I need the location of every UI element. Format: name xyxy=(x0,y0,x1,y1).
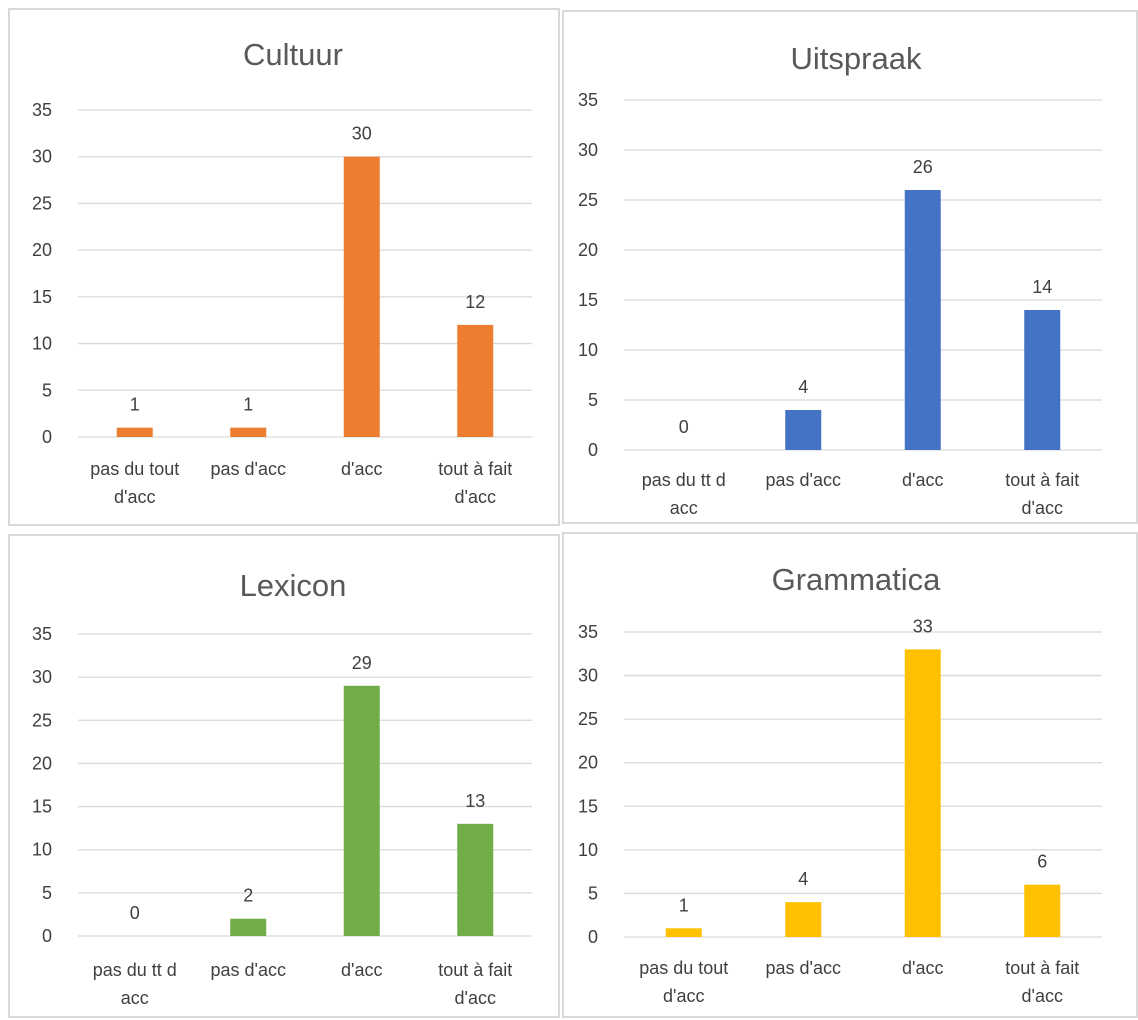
bar xyxy=(785,902,822,937)
y-tick-label: 25 xyxy=(578,190,598,210)
x-category-label: d'acc xyxy=(341,459,382,479)
x-category-label: d'acc xyxy=(902,958,943,978)
x-category-label: d'acc xyxy=(902,470,943,490)
bar xyxy=(904,649,941,937)
y-tick-label: 0 xyxy=(42,926,52,946)
data-label: 6 xyxy=(1037,852,1047,872)
y-tick-label: 20 xyxy=(32,240,52,260)
y-tick-label: 0 xyxy=(588,440,598,460)
chart-lexicon: Lexicon 0 5 10 15 20 25 30 35 0 pas du tt d acc 2 pas… xyxy=(32,568,532,1008)
data-label: 1 xyxy=(679,895,689,915)
y-tick-label: 10 xyxy=(578,840,598,860)
y-tick-label: 15 xyxy=(578,796,598,816)
chart-title: Grammatica xyxy=(772,562,942,597)
x-category-label: acc xyxy=(670,498,698,518)
chart-grammatica: Grammatica 0 5 10 15 20 25 30 35 1 pas du tout d'ac… xyxy=(578,562,1102,1006)
data-label: 4 xyxy=(798,869,808,889)
y-tick-label: 25 xyxy=(32,193,52,213)
y-tick-label: 5 xyxy=(588,390,598,410)
x-category-label: d'acc xyxy=(1022,986,1063,1006)
y-tick-label: 20 xyxy=(578,753,598,773)
y-tick-label: 30 xyxy=(32,667,52,687)
x-category-label: pas d'acc xyxy=(211,960,286,980)
x-category-label: pas du tt d xyxy=(93,960,177,980)
bar xyxy=(457,324,494,437)
bar xyxy=(665,928,702,937)
x-category-label: d'acc xyxy=(341,960,382,980)
y-tick-label: 25 xyxy=(578,709,598,729)
y-tick-label: 10 xyxy=(32,334,52,354)
chart-title: Cultuur xyxy=(243,37,343,72)
data-label: 0 xyxy=(130,903,140,923)
y-tick-label: 15 xyxy=(32,797,52,817)
chart-panel-uitspraak: Uitspraak 0 5 10 15 20 25 30 35 0 pas du tt d acc 4 p… xyxy=(562,10,1138,524)
data-label: 0 xyxy=(679,417,689,437)
x-category-label: pas d'acc xyxy=(211,459,286,479)
x-category-label: tout à fait xyxy=(438,459,512,479)
x-category-label: acc xyxy=(121,988,149,1008)
data-label: 14 xyxy=(1032,277,1052,297)
y-tick-label: 25 xyxy=(32,710,52,730)
bar xyxy=(904,190,941,450)
y-tick-label: 15 xyxy=(32,287,52,307)
chart-uitspraak: Uitspraak 0 5 10 15 20 25 30 35 0 pas du tt d acc 4 p… xyxy=(578,41,1102,518)
bar xyxy=(343,156,380,437)
data-label: 12 xyxy=(465,292,485,312)
chart-panel-grammatica: Grammatica 0 5 10 15 20 25 30 35 1 pas du tout d'ac… xyxy=(562,532,1138,1018)
bar xyxy=(230,918,267,936)
bar xyxy=(230,427,267,437)
data-label: 33 xyxy=(913,616,933,636)
chart-panel-cultuur: Cultuur 0 5 10 15 20 25 30 35 1 pas du tout d'acc 1 p… xyxy=(8,8,560,526)
data-label: 13 xyxy=(465,791,485,811)
x-category-label: d'acc xyxy=(114,487,155,507)
chart-title: Lexicon xyxy=(240,568,347,603)
y-tick-label: 35 xyxy=(578,90,598,110)
bar xyxy=(457,823,494,936)
data-label: 29 xyxy=(352,653,372,673)
x-category-label: pas du tt d xyxy=(642,470,726,490)
y-tick-label: 5 xyxy=(42,883,52,903)
y-tick-label: 30 xyxy=(578,140,598,160)
x-category-label: d'acc xyxy=(1022,498,1063,518)
x-category-label: tout à fait xyxy=(1005,958,1079,978)
chart-cultuur: Cultuur 0 5 10 15 20 25 30 35 1 pas du tout d'acc 1 p… xyxy=(32,37,532,507)
chart-panel-lexicon: Lexicon 0 5 10 15 20 25 30 35 0 pas du tt d acc 2 pas… xyxy=(8,534,560,1018)
bar xyxy=(343,685,380,936)
y-tick-label: 30 xyxy=(578,666,598,686)
y-tick-label: 15 xyxy=(578,290,598,310)
x-category-label: tout à fait xyxy=(1005,470,1079,490)
data-label: 1 xyxy=(243,395,253,415)
x-category-label: pas du tout xyxy=(90,459,179,479)
y-tick-label: 35 xyxy=(32,624,52,644)
y-tick-label: 20 xyxy=(32,753,52,773)
x-category-label: d'acc xyxy=(455,487,496,507)
y-tick-label: 30 xyxy=(32,147,52,167)
y-tick-label: 10 xyxy=(32,840,52,860)
y-tick-label: 5 xyxy=(42,380,52,400)
bar xyxy=(785,410,822,450)
data-label: 30 xyxy=(352,124,372,144)
y-tick-label: 0 xyxy=(588,927,598,947)
bar xyxy=(1024,884,1061,937)
y-tick-label: 5 xyxy=(588,883,598,903)
x-category-label: pas d'acc xyxy=(766,470,841,490)
y-tick-label: 20 xyxy=(578,240,598,260)
x-category-label: pas d'acc xyxy=(766,958,841,978)
x-category-label: d'acc xyxy=(663,986,704,1006)
y-tick-label: 35 xyxy=(578,622,598,642)
data-label: 1 xyxy=(130,395,140,415)
x-category-label: pas du tout xyxy=(639,958,728,978)
bar xyxy=(116,427,153,437)
x-category-label: d'acc xyxy=(455,988,496,1008)
data-label: 26 xyxy=(913,157,933,177)
y-tick-label: 35 xyxy=(32,100,52,120)
data-label: 2 xyxy=(243,886,253,906)
y-tick-label: 10 xyxy=(578,340,598,360)
chart-title: Uitspraak xyxy=(791,41,922,76)
y-tick-label: 0 xyxy=(42,427,52,447)
bar xyxy=(1024,310,1061,450)
x-category-label: tout à fait xyxy=(438,960,512,980)
data-label: 4 xyxy=(798,377,808,397)
